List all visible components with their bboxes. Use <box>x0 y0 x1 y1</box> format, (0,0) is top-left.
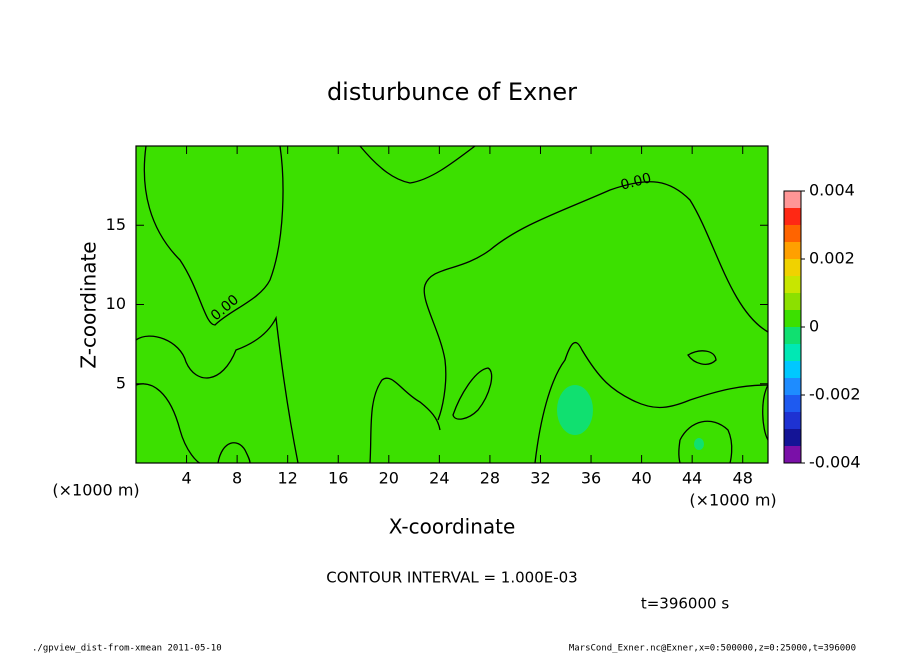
colorbar-swatch <box>784 361 801 378</box>
x-tick-label: 12 <box>278 469 298 488</box>
colorbar-tick-label: 0 <box>809 317 819 336</box>
contour-field <box>136 146 768 463</box>
colorbar-tick-label: -0.002 <box>809 385 861 404</box>
annotation: CONTOUR INTERVAL = 1.000E-03 <box>326 569 577 587</box>
colorbar-swatch <box>784 395 801 412</box>
x-tick-label: 48 <box>733 469 753 488</box>
contour-line <box>359 145 476 184</box>
contour-line <box>143 145 284 326</box>
colorbar-swatch <box>784 208 801 225</box>
colorbar-swatch <box>784 191 801 208</box>
colorbar-swatch <box>784 412 801 429</box>
x-tick-label: 20 <box>379 469 399 488</box>
contour-line <box>135 315 299 464</box>
contour-line <box>678 420 733 464</box>
contour-line <box>534 341 769 464</box>
footer-right: MarsCond_Exner.nc@Exner,x=0:500000,z=0:2… <box>569 644 856 654</box>
x-tick-label: 44 <box>682 469 702 488</box>
x-unit-label: (×1000 m) <box>52 481 139 500</box>
x-tick-label: 32 <box>530 469 550 488</box>
colorbar-swatch <box>784 327 801 344</box>
x-tick-label: 24 <box>429 469 449 488</box>
contour-line <box>369 377 441 464</box>
footer-left: ./gpview_dist-from-xmean 2011-05-10 <box>32 644 222 654</box>
x-tick-label: 8 <box>232 469 242 488</box>
colorbar-swatch <box>784 344 801 361</box>
field-spot <box>694 438 704 450</box>
colorbar-swatch <box>784 242 801 259</box>
colorbar-tick-label: 0.004 <box>809 181 855 200</box>
y-tick-label: 15 <box>106 215 126 234</box>
x-tick-label: 28 <box>480 469 500 488</box>
contour-label: 0.00 <box>619 170 653 194</box>
annotation: t=396000 s <box>641 595 729 613</box>
y-tick-label: 10 <box>106 294 126 313</box>
colorbar-swatch <box>784 446 801 463</box>
colorbar-swatch <box>784 378 801 395</box>
field-spot <box>557 385 593 435</box>
x-tick-label: 4 <box>181 469 191 488</box>
chart-title: disturbunce of Exner <box>327 78 577 106</box>
colorbar-swatch <box>784 310 801 327</box>
colorbar-tick-label: -0.004 <box>809 453 861 472</box>
x-axis-label: X-coordinate <box>389 515 516 539</box>
x-tick-label: 16 <box>328 469 348 488</box>
colorbar-swatch <box>784 259 801 276</box>
colorbar-swatch <box>784 225 801 242</box>
x-tick-label: 40 <box>631 469 651 488</box>
y-axis-label: Z-coordinate <box>77 241 101 368</box>
x-unit-label: (×1000 m) <box>689 491 776 510</box>
colorbar-tick-label: 0.002 <box>809 249 855 268</box>
colorbar-swatch <box>784 429 801 446</box>
colorbar-swatch <box>784 293 801 310</box>
contour-line <box>135 383 201 464</box>
contour-line <box>452 367 493 420</box>
contour-line <box>217 442 251 464</box>
contour-line <box>762 384 769 441</box>
colorbar-swatch <box>784 276 801 293</box>
y-tick-label: 5 <box>116 373 126 392</box>
contour-line <box>423 181 769 421</box>
contour-line <box>687 350 717 365</box>
x-tick-label: 36 <box>581 469 601 488</box>
contour-lines <box>135 145 769 464</box>
